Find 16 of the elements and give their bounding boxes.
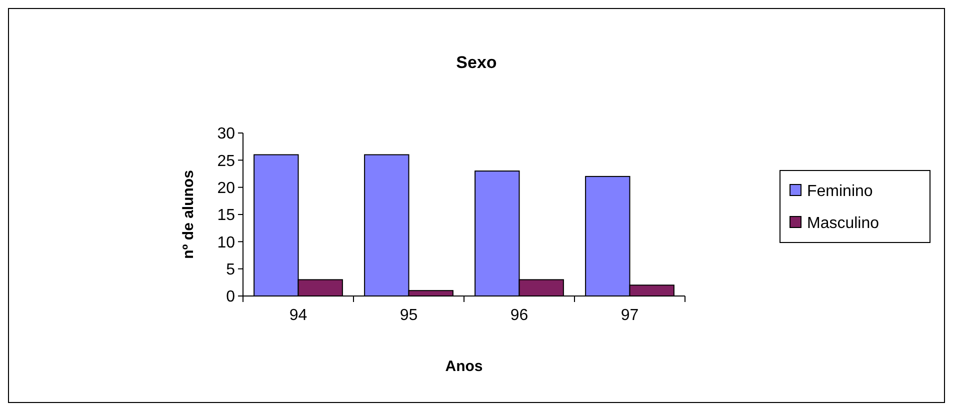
x-tick-label: 95 [400, 307, 418, 324]
legend-label: Feminino [807, 183, 873, 200]
y-tick-label: 30 [217, 126, 236, 143]
y-tick-label: 10 [217, 234, 236, 252]
chart-title: Sexo [456, 53, 497, 72]
legend-label: Masculino [807, 215, 880, 232]
x-axis-title: Anos [445, 358, 483, 375]
y-tick-label: 15 [217, 207, 236, 224]
y-tick-label: 5 [226, 261, 236, 278]
y-axis-title: nº de alunos [180, 170, 197, 259]
x-tick-label: 97 [620, 307, 639, 324]
y-tick-label: 20 [217, 180, 236, 197]
x-tick-label: 94 [289, 307, 308, 324]
x-tick-label: 96 [510, 307, 528, 324]
y-tick-label: 25 [217, 152, 236, 170]
y-tick-label: 0 [226, 288, 236, 306]
